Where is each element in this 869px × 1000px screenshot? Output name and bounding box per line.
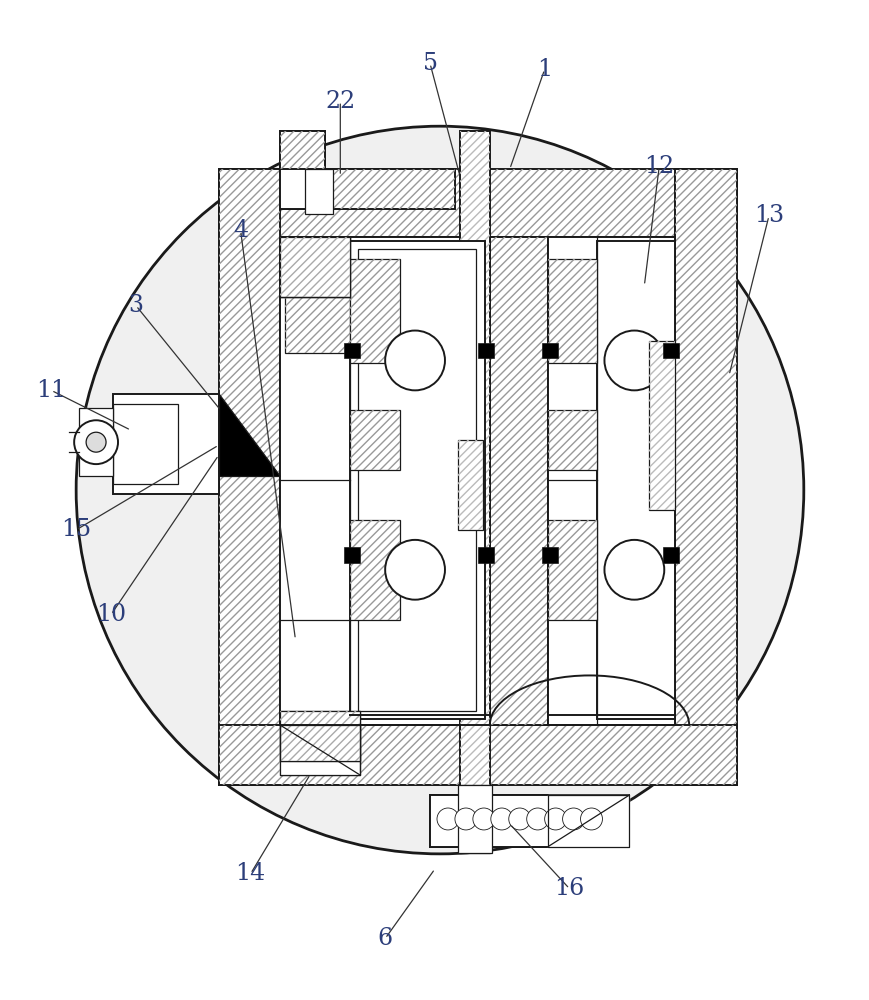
- Bar: [218, 169, 280, 785]
- Circle shape: [580, 808, 601, 830]
- Bar: [218, 725, 736, 785]
- Bar: [477, 547, 494, 563]
- Circle shape: [86, 432, 106, 452]
- Text: 1: 1: [536, 58, 552, 81]
- Circle shape: [544, 808, 566, 830]
- Text: 15: 15: [61, 518, 91, 541]
- Text: 16: 16: [554, 877, 584, 900]
- Text: 3: 3: [129, 294, 143, 317]
- Bar: [648, 341, 674, 510]
- Bar: [460, 785, 489, 853]
- Bar: [350, 241, 484, 719]
- Bar: [218, 169, 736, 237]
- Polygon shape: [280, 725, 360, 775]
- Bar: [541, 547, 557, 563]
- Bar: [280, 711, 360, 761]
- Bar: [358, 249, 475, 711]
- Bar: [460, 785, 489, 853]
- Bar: [547, 237, 674, 725]
- Bar: [218, 169, 280, 785]
- Bar: [460, 131, 489, 795]
- Bar: [350, 520, 400, 620]
- Polygon shape: [547, 795, 628, 847]
- Bar: [285, 259, 350, 353]
- Bar: [350, 259, 400, 363]
- Text: 11: 11: [36, 379, 66, 402]
- Circle shape: [436, 808, 458, 830]
- Bar: [113, 404, 177, 484]
- Bar: [280, 169, 454, 209]
- Bar: [547, 520, 597, 620]
- Bar: [305, 169, 333, 214]
- Circle shape: [526, 808, 548, 830]
- Text: 22: 22: [325, 90, 355, 113]
- Text: 12: 12: [643, 155, 673, 178]
- Bar: [113, 394, 218, 494]
- Circle shape: [385, 540, 444, 600]
- Bar: [597, 241, 674, 719]
- Text: 10: 10: [96, 603, 126, 626]
- Bar: [280, 169, 454, 209]
- Bar: [280, 711, 360, 761]
- Text: 6: 6: [377, 927, 392, 950]
- Bar: [547, 259, 597, 363]
- Bar: [547, 259, 597, 363]
- Bar: [648, 341, 674, 510]
- Bar: [280, 237, 350, 297]
- Circle shape: [562, 808, 584, 830]
- Bar: [662, 343, 679, 358]
- Bar: [429, 795, 628, 847]
- Bar: [280, 131, 325, 209]
- Bar: [285, 259, 350, 353]
- Bar: [489, 237, 547, 725]
- Polygon shape: [218, 394, 280, 476]
- Bar: [477, 343, 494, 358]
- Bar: [541, 343, 557, 358]
- Bar: [350, 410, 400, 470]
- Circle shape: [385, 331, 444, 390]
- Bar: [547, 410, 597, 470]
- Circle shape: [76, 126, 803, 854]
- Bar: [457, 785, 491, 853]
- Text: 13: 13: [753, 204, 783, 227]
- Bar: [280, 131, 325, 169]
- Circle shape: [490, 808, 512, 830]
- Circle shape: [454, 808, 476, 830]
- Bar: [79, 408, 113, 476]
- Bar: [344, 343, 360, 358]
- Bar: [674, 169, 736, 785]
- Bar: [547, 520, 597, 620]
- Bar: [350, 259, 400, 363]
- Bar: [429, 795, 628, 847]
- Bar: [344, 547, 360, 563]
- Bar: [547, 410, 597, 470]
- Bar: [489, 237, 547, 725]
- Circle shape: [74, 420, 118, 464]
- Bar: [280, 131, 325, 169]
- Bar: [280, 725, 360, 775]
- Text: 5: 5: [422, 52, 437, 75]
- Bar: [218, 725, 736, 785]
- Text: 4: 4: [233, 219, 248, 242]
- Circle shape: [473, 808, 494, 830]
- Circle shape: [508, 808, 530, 830]
- Bar: [662, 547, 679, 563]
- Bar: [350, 410, 400, 470]
- Bar: [280, 711, 360, 761]
- Bar: [350, 520, 400, 620]
- Bar: [429, 795, 628, 847]
- Bar: [674, 169, 736, 785]
- Bar: [218, 169, 736, 237]
- Bar: [460, 131, 489, 795]
- Bar: [280, 237, 489, 725]
- Bar: [457, 440, 482, 530]
- Bar: [280, 237, 350, 297]
- Circle shape: [604, 540, 664, 600]
- Circle shape: [604, 331, 664, 390]
- Text: 14: 14: [235, 862, 265, 885]
- Bar: [457, 440, 482, 530]
- Bar: [280, 237, 350, 297]
